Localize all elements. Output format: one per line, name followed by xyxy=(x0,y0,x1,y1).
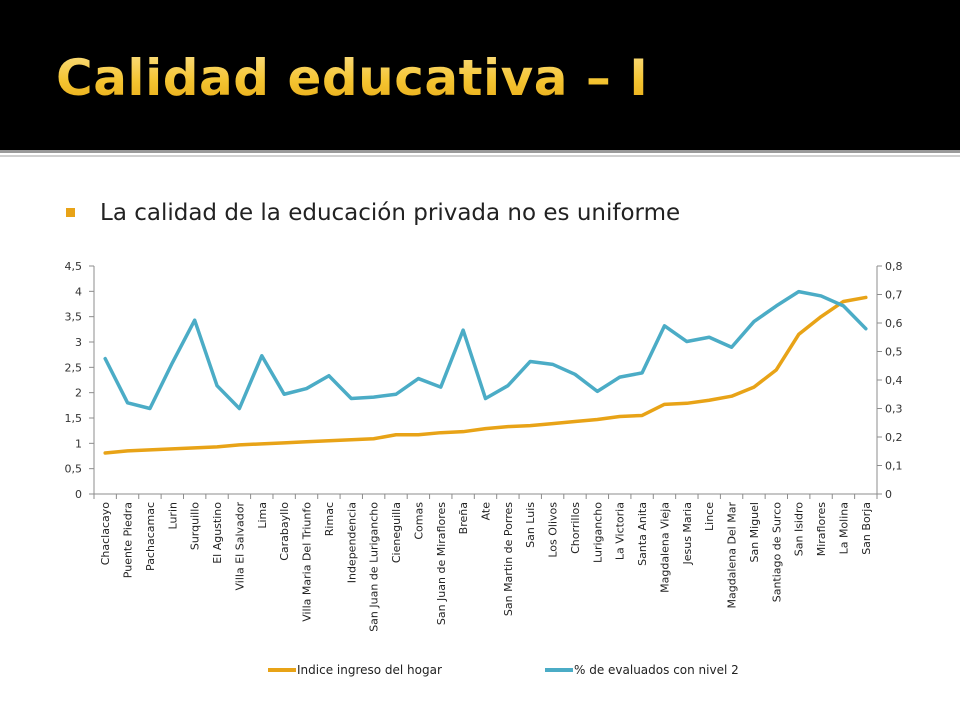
x-category-label: Lurin xyxy=(166,502,179,529)
y-left-tick-label: 0,5 xyxy=(65,463,83,476)
y-right-tick-label: 0,8 xyxy=(885,260,903,273)
x-category-label: San Juan de Miraflores xyxy=(435,502,448,625)
y-right-tick-label: 0,2 xyxy=(885,431,903,444)
y-left-tick-label: 1,5 xyxy=(65,412,83,425)
y-left-tick-label: 4,5 xyxy=(65,260,83,273)
y-right-tick-label: 0,5 xyxy=(885,346,903,359)
y-right-tick-label: 0 xyxy=(885,488,892,501)
x-category-label: Los Olivos xyxy=(547,502,560,558)
series-line-2 xyxy=(105,292,866,409)
x-category-label: Jesus Maria xyxy=(681,502,694,566)
y-left-tick-label: 1 xyxy=(75,437,82,450)
legend-label: % de evaluados con nivel 2 xyxy=(574,663,739,677)
y-right-tick-label: 0,1 xyxy=(885,460,903,473)
y-right-tick-label: 0,3 xyxy=(885,403,903,416)
x-category-label: La Victoria xyxy=(614,502,627,560)
x-category-label: Cieneguilla xyxy=(390,502,403,563)
x-category-label: Rimac xyxy=(323,502,336,536)
x-category-label: Santiago de Surco xyxy=(770,502,783,603)
x-category-label: Pachacamac xyxy=(144,502,157,571)
x-category-label: Lima xyxy=(256,502,269,529)
y-right-tick-label: 0,4 xyxy=(885,374,903,387)
x-category-label: San Borja xyxy=(860,502,873,555)
x-category-label: Puente Piedra xyxy=(122,502,135,578)
x-category-label: Breña xyxy=(457,502,470,534)
x-category-label: Lince xyxy=(703,502,716,531)
x-category-label: El Agustino xyxy=(211,502,224,564)
y-left-tick-label: 0 xyxy=(75,488,82,501)
x-category-label: Surquillo xyxy=(189,502,202,550)
x-category-label: Lurigancho xyxy=(591,502,604,563)
series-line-1 xyxy=(105,297,866,453)
y-right-tick-label: 0,6 xyxy=(885,317,903,330)
x-category-label: Ate xyxy=(480,502,493,521)
legend-label: Indice ingreso del hogar xyxy=(297,663,442,677)
y-left-tick-label: 3 xyxy=(75,336,82,349)
x-category-label: Comas xyxy=(412,502,425,540)
x-category-label: La Molina xyxy=(837,502,850,554)
y-left-tick-label: 4 xyxy=(75,285,82,298)
y-right-tick-label: 0,7 xyxy=(885,289,903,302)
x-category-label: Magdalena Vieja xyxy=(658,502,671,593)
x-category-label: San Martin de Porres xyxy=(502,502,515,616)
x-category-label: Villa El Salvador xyxy=(233,502,246,591)
x-category-label: Magdalena Del Mar xyxy=(726,502,739,609)
x-category-label: San Isidro xyxy=(793,502,806,556)
y-left-tick-label: 2 xyxy=(75,387,82,400)
y-left-tick-label: 2,5 xyxy=(65,361,83,374)
x-category-label: Villa Maria Del Triunfo xyxy=(301,502,314,622)
y-left-tick-label: 3,5 xyxy=(65,311,83,324)
x-category-label: Chaclacayo xyxy=(99,502,112,566)
x-category-label: Independencia xyxy=(345,502,358,583)
x-category-label: Carabayllo xyxy=(278,502,291,561)
x-category-label: San Juan de Lurigancho xyxy=(368,502,381,632)
x-category-label: Santa Anita xyxy=(636,502,649,566)
x-category-label: Miraflores xyxy=(815,502,828,557)
x-category-label: San Luis xyxy=(524,502,537,548)
x-category-label: San Miguel xyxy=(748,502,761,563)
x-category-label: Chorrillos xyxy=(569,502,582,554)
